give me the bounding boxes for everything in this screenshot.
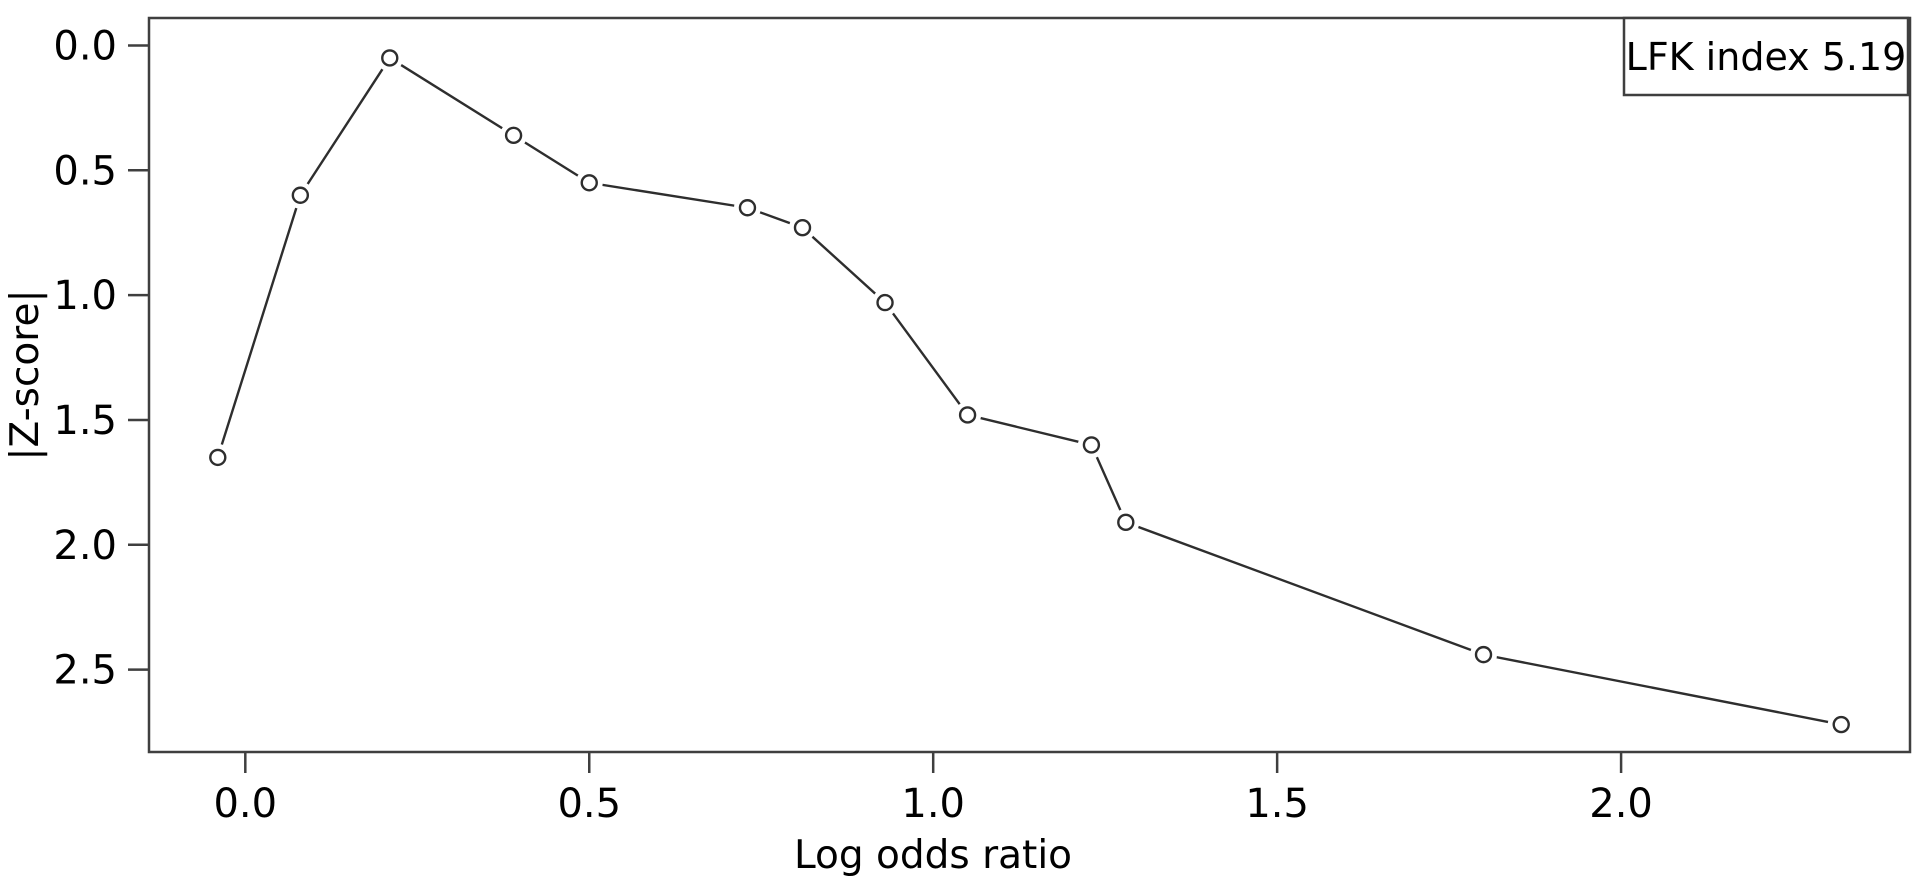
data-point-marker: [1474, 645, 1493, 664]
y-tick-label: 2.5: [53, 648, 117, 694]
x-tick-label: 0.5: [557, 781, 621, 827]
x-tick-label: 1.5: [1245, 781, 1309, 827]
data-point-marker: [1832, 715, 1850, 734]
y-tick-label: 1.5: [53, 398, 117, 444]
y-axis-label: |Z-score|: [3, 289, 48, 460]
data-point-marker: [1082, 436, 1101, 454]
data-point-marker: [876, 293, 894, 312]
data-point-marker: [381, 49, 399, 67]
x-tick-label: 2.0: [1589, 781, 1653, 827]
data-point-marker: [580, 174, 598, 192]
x-axis-label: Log odds ratio: [794, 833, 1072, 878]
legend-label: LFK index 5.19: [1626, 35, 1907, 79]
plot-frame: [147, 16, 1912, 754]
data-point-marker: [1117, 513, 1135, 532]
legend-box: [1622, 16, 1910, 97]
data-point-marker: [793, 219, 812, 237]
y-tick-label: 1.0: [53, 273, 117, 319]
x-tick-label: 1.0: [901, 781, 965, 827]
data-point-marker: [958, 406, 977, 424]
data-point-marker: [738, 199, 757, 217]
data-point-marker: [209, 448, 227, 467]
y-tick-label: 0.5: [53, 148, 117, 194]
axis-ticks: 0.0 0.5 1.0 1.5 2.0 2.5 0.0 0.5 1.0 1.5 2.0: [53, 23, 1653, 827]
data-line: [216, 56, 1842, 726]
data-series: [204, 44, 1855, 739]
x-tick-label: 0.0: [213, 781, 277, 827]
data-point-marker: [504, 126, 523, 145]
y-tick-label: 2.0: [53, 523, 117, 569]
y-tick-label: 0.0: [53, 23, 117, 69]
data-point-marker: [291, 186, 310, 204]
